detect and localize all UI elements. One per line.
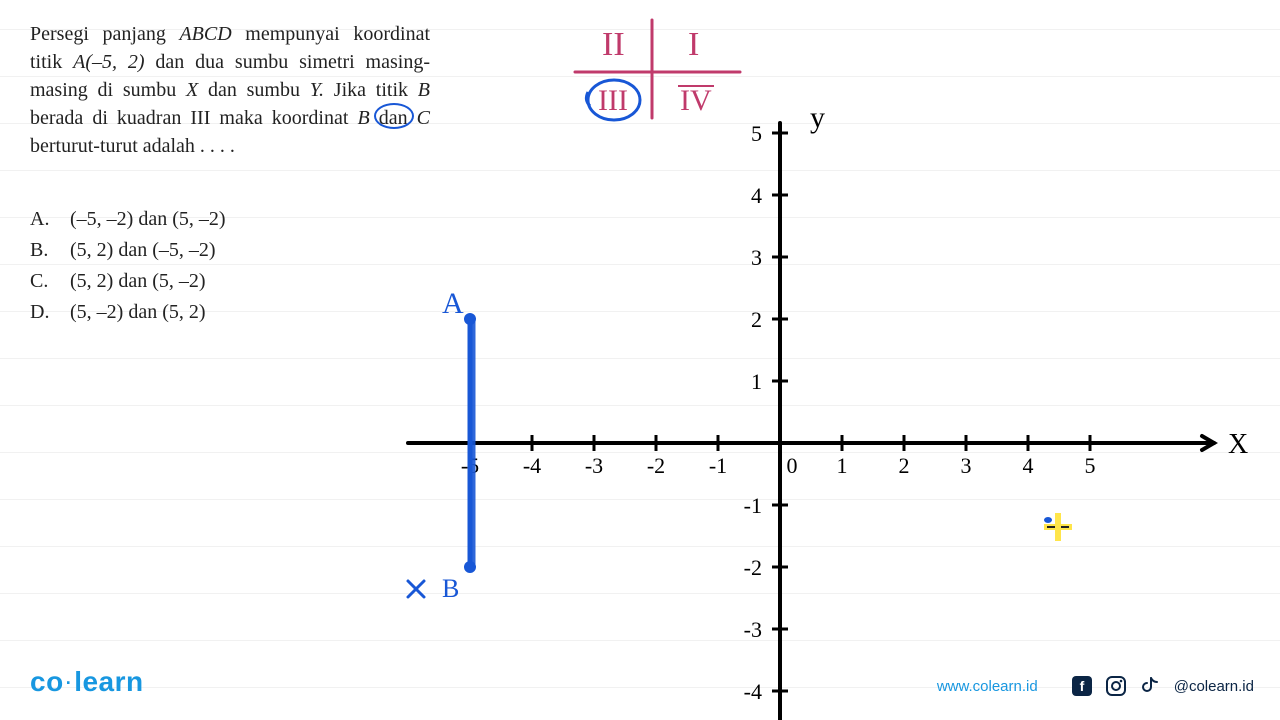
svg-text:f: f — [1079, 678, 1084, 694]
answer-options: A. (–5, –2) dan (5, –2) B. (5, 2) dan (–… — [30, 204, 226, 328]
option-C[interactable]: C. (5, 2) dan (5, –2) — [30, 266, 226, 297]
q-B2: B — [357, 107, 369, 129]
tiktok-icon[interactable] — [1140, 676, 1160, 696]
q-X: X — [186, 79, 198, 101]
footer-handle[interactable]: @colearn.id — [1174, 678, 1254, 695]
q-A: A(–5, 2) — [73, 51, 144, 73]
facebook-icon[interactable]: f — [1072, 676, 1092, 696]
option-letter-B: B. — [30, 235, 54, 266]
brand-logo: co·learn — [30, 666, 144, 698]
footer-url[interactable]: www.colearn.id — [937, 678, 1038, 695]
option-D[interactable]: D. (5, –2) dan (5, 2) — [30, 297, 226, 328]
brand-learn: learn — [74, 666, 143, 697]
q-Y: Y. — [310, 79, 324, 101]
q-t7: dan — [370, 107, 417, 129]
brand-dot: · — [64, 673, 75, 693]
instagram-icon[interactable] — [1106, 676, 1126, 696]
option-text-B: (5, 2) dan (–5, –2) — [70, 235, 216, 266]
q-t1: Persegi panjang — [30, 23, 179, 45]
question-text: Persegi panjang ABCD mempunyai koordinat… — [30, 20, 430, 160]
brand-co: co — [30, 666, 64, 697]
option-A[interactable]: A. (–5, –2) dan (5, –2) — [30, 204, 226, 235]
q-t6: berada di kuadran III maka koordinat — [30, 107, 357, 129]
option-letter-A: A. — [30, 204, 54, 235]
q-C: C — [417, 107, 430, 129]
option-B[interactable]: B. (5, 2) dan (–5, –2) — [30, 235, 226, 266]
option-text-C: (5, 2) dan (5, –2) — [70, 266, 206, 297]
q-abcd: ABCD — [179, 23, 231, 45]
footer: www.colearn.id f @colearn.id — [937, 676, 1254, 696]
option-letter-D: D. — [30, 297, 54, 328]
q-B: B — [418, 79, 430, 101]
option-letter-C: C. — [30, 266, 54, 297]
q-t8: berturut-turut adalah . . . . — [30, 135, 235, 157]
q-t4: dan sumbu — [198, 79, 310, 101]
option-text-D: (5, –2) dan (5, 2) — [70, 297, 206, 328]
q-t5: Jika titik — [324, 79, 418, 101]
option-text-A: (–5, –2) dan (5, –2) — [70, 204, 226, 235]
